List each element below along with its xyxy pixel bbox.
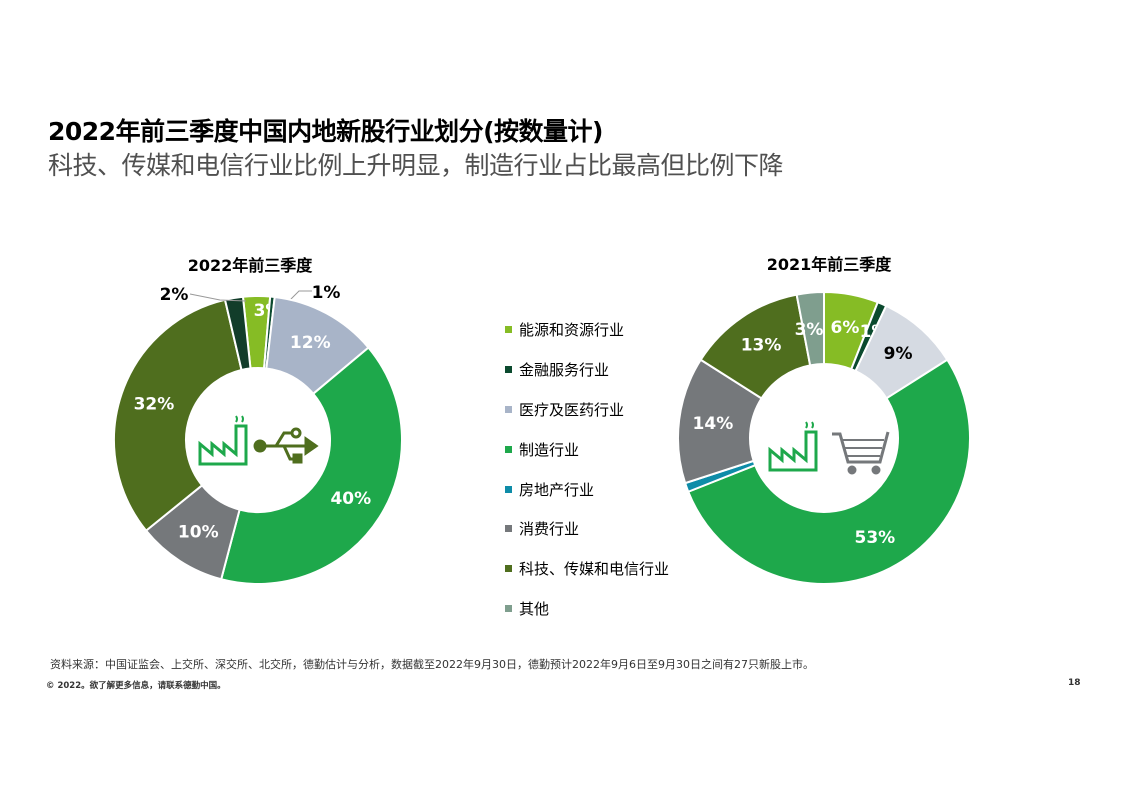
legend-item: 金融服务行业 xyxy=(505,350,669,390)
leader-line xyxy=(288,290,312,302)
data-label: 40% xyxy=(330,489,371,509)
source-note: 资料来源：中国证监会、上交所、深交所、北交所，德勤估计与分析，数据截至2022年… xyxy=(50,658,814,671)
donut-slice xyxy=(686,358,971,585)
legend-label: 房地产行业 xyxy=(519,480,595,499)
data-label: 32% xyxy=(134,394,175,414)
donut-chart-2021: 6%1%9%53%14%13%3% xyxy=(677,290,971,585)
legend-label: 医疗及医药行业 xyxy=(519,400,625,419)
legend-label: 能源和资源行业 xyxy=(519,321,625,340)
legend-item: 消费行业 xyxy=(505,509,669,549)
data-label: 12% xyxy=(290,333,331,353)
legend-swatch xyxy=(505,604,512,612)
data-label: 13% xyxy=(741,335,782,355)
legend-item: 能源和资源行业 xyxy=(505,310,669,350)
donut-slice xyxy=(219,346,403,585)
legend-item: 其他 xyxy=(505,589,669,629)
legend-swatch xyxy=(505,405,512,413)
legend-swatch xyxy=(505,366,512,374)
donut-slice xyxy=(795,290,825,367)
data-label: 14% xyxy=(693,414,734,434)
legend: 能源和资源行业 金融服务行业 医疗及医药行业 制造行业房地产行业消费行业科技、传媒和电… xyxy=(505,310,669,628)
legend-swatch xyxy=(505,565,512,573)
legend-label: 金融服务行业 xyxy=(519,361,610,380)
legend-label: 制造行业 xyxy=(519,440,580,459)
legend-label: 其他 xyxy=(519,599,550,618)
legend-item: 制造行业 xyxy=(505,429,669,469)
legend-swatch xyxy=(505,525,512,533)
data-label: 1% xyxy=(312,283,341,303)
shopping-cart-icon xyxy=(832,431,890,475)
page-subtitle: 科技、传媒和电信行业比例上升明显，制造行业占比最高但比例下降 xyxy=(48,151,784,180)
data-label: 6% xyxy=(831,318,860,338)
donut-slice xyxy=(223,295,252,372)
legend-swatch xyxy=(505,326,512,334)
chart-title-2022: 2022年前三季度 xyxy=(187,256,313,275)
legend-item: 科技、传媒和电信行业 xyxy=(505,549,669,589)
factory-icon xyxy=(768,421,818,472)
data-label: 3% xyxy=(795,320,824,340)
legend-label: 科技、传媒和电信行业 xyxy=(519,560,670,579)
data-label: 9% xyxy=(884,344,913,364)
legend-swatch xyxy=(505,485,512,493)
donut-slice xyxy=(113,298,243,533)
usb-icon xyxy=(253,427,319,464)
page-number: 18 xyxy=(1068,678,1081,688)
data-label: 53% xyxy=(854,528,895,548)
legend-label: 消费行业 xyxy=(519,520,580,539)
data-label: 2% xyxy=(160,285,189,305)
legend-item: 房地产行业 xyxy=(505,469,669,509)
legend-item: 医疗及医药行业 xyxy=(505,390,669,430)
page-title: 2022年前三季度中国内地新股行业划分(按数量计) xyxy=(48,117,603,146)
leader-line xyxy=(189,293,247,302)
legend-swatch xyxy=(505,445,512,453)
donut-chart-2022: 3%1%12%40%10%32%2% xyxy=(113,283,403,585)
factory-icon xyxy=(198,415,248,466)
data-label: 10% xyxy=(178,522,219,542)
copyright: © 2022。欲了解更多信息，请联系德勤中国。 xyxy=(46,681,226,691)
chart-title-2021: 2021年前三季度 xyxy=(766,255,892,274)
